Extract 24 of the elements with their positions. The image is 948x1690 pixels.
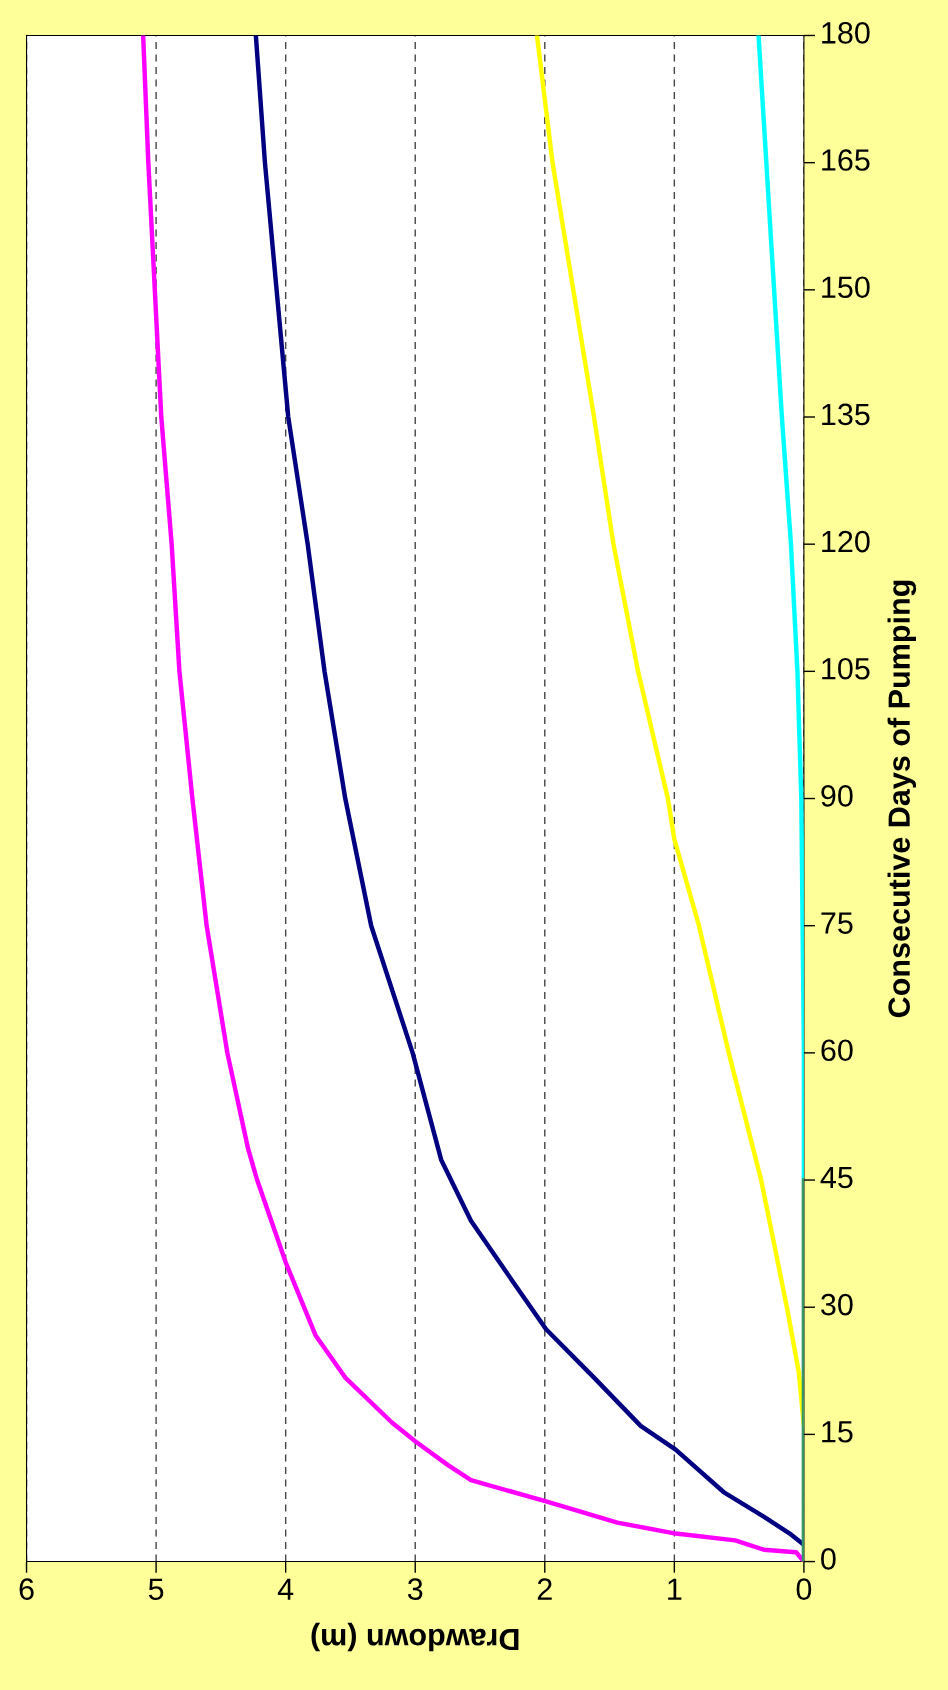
x-tick-label: 5 [148, 1578, 164, 1600]
y-tick-label: 165 [822, 149, 870, 171]
y-tick-label: 60 [821, 1039, 853, 1062]
y-axis-title: Consecutive Days of Pumping [887, 580, 917, 1018]
y-tick-label: 135 [822, 403, 870, 426]
x-axis-title: Drawdown (m) [311, 1622, 519, 1652]
y-tick-label: 150 [822, 276, 870, 299]
x-tick-label: 1 [668, 1578, 682, 1600]
x-tick-label: 4 [277, 1578, 294, 1600]
y-tick-label: 90 [821, 785, 853, 807]
y-tick-label: 0 [821, 1548, 836, 1570]
y-tick-label: 120 [822, 530, 870, 553]
line-series [253, 35, 804, 1546]
y-tick-label: 30 [821, 1293, 853, 1316]
x-tick-label: 2 [537, 1578, 552, 1600]
y-tick-label: 15 [822, 1421, 853, 1443]
x-tick-label: 3 [407, 1578, 423, 1600]
y-tick-label: 75 [821, 912, 853, 934]
y-tick-label: 45 [820, 1166, 853, 1189]
x-tick-label: 6 [19, 1578, 34, 1600]
line-series [801, 1177, 804, 1562]
y-tick-label: 180 [822, 22, 870, 44]
x-tick-label: 0 [796, 1578, 812, 1600]
y-tick-label: 105 [822, 657, 870, 680]
